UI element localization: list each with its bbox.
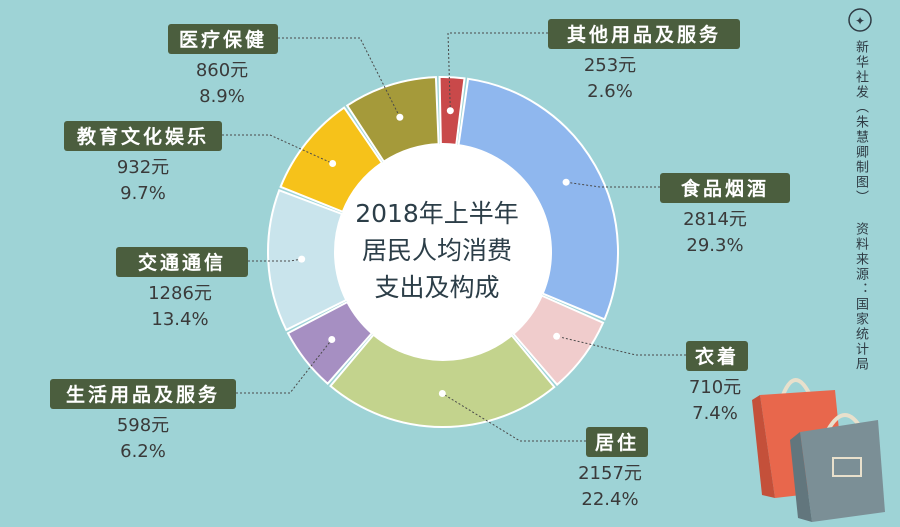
slice-marker-dot [396, 113, 404, 121]
xinhua-logo-icon: ✦ [848, 8, 872, 32]
donut-slice [457, 77, 619, 321]
slice-name: 教育文化娱乐 [77, 125, 209, 148]
slice-name: 衣着 [695, 345, 739, 368]
slice-amount: 860元 [196, 60, 248, 81]
slice-label-box [686, 341, 748, 371]
slice-label-box [64, 121, 222, 151]
donut-chart [267, 76, 619, 428]
slice-name: 居住 [595, 431, 639, 454]
slice-percent: 9.7% [120, 183, 166, 204]
leader-line [447, 32, 548, 111]
slice-amount: 2814元 [683, 209, 747, 230]
slice-amount: 598元 [117, 415, 169, 436]
title-line-2: 居民人均消费 [362, 236, 512, 265]
slice-name: 其他用品及服务 [567, 23, 721, 46]
donut-slice [345, 76, 440, 164]
slice-amount: 1286元 [148, 283, 212, 304]
slice-labels: 其他用品及服务 253元 2.6% 食品烟酒 2814元 29.3% 衣着 710元 7.4% 居… [50, 19, 790, 510]
slice-label-box [116, 247, 248, 277]
slice-label-box [50, 379, 236, 409]
leader-line [248, 258, 302, 262]
leader-line [556, 335, 686, 356]
slice-percent: 7.4% [692, 403, 738, 424]
slice-marker-dot [562, 178, 570, 186]
slice-amount: 710元 [689, 377, 741, 398]
svg-text:✦: ✦ [855, 14, 865, 28]
leader-line [442, 393, 586, 442]
leader-line [278, 37, 401, 118]
slice-name: 生活用品及服务 [66, 383, 220, 406]
title-line-3: 支出及构成 [374, 273, 499, 302]
slice-percent: 8.9% [199, 86, 245, 107]
slice-percent: 22.4% [581, 489, 638, 510]
slice-name: 交通通信 [138, 251, 226, 274]
slice-amount: 932元 [117, 157, 169, 178]
donut-center [335, 144, 551, 360]
slice-label-box [548, 19, 740, 49]
leader-line [566, 181, 660, 188]
chart-title: 2018年上半年 居民人均消费 支出及构成 [355, 199, 519, 302]
slice-marker-dot [328, 336, 336, 344]
donut-slice [329, 333, 556, 428]
slice-marker-dot [553, 332, 561, 340]
agency-credit: 新华社发（朱慧卿制图） [853, 40, 868, 205]
slice-amount: 253元 [584, 55, 636, 76]
donut-slice [267, 188, 348, 332]
slice-percent: 6.2% [120, 441, 166, 462]
slice-marker-dot [329, 159, 337, 167]
slice-label-box [586, 427, 648, 457]
slice-name: 医疗保健 [179, 28, 267, 51]
slice-marker-dot [438, 389, 446, 397]
slice-percent: 13.4% [151, 309, 208, 330]
slice-label-box [660, 173, 790, 203]
source-credit: 资料来源：国家统计局 [853, 222, 868, 372]
slice-amount: 2157元 [578, 463, 642, 484]
slice-marker-dot [298, 255, 306, 263]
donut-slice [279, 106, 384, 214]
shopping-bags-icon [752, 378, 885, 522]
slice-marker-dot [446, 107, 454, 115]
slice-percent: 29.3% [686, 235, 743, 256]
slice-name: 食品烟酒 [681, 177, 769, 200]
leader-lines [222, 32, 686, 442]
slice-percent: 2.6% [587, 81, 633, 102]
donut-slice [286, 300, 374, 386]
slice-label-box [168, 24, 278, 54]
leader-line [222, 134, 333, 164]
leader-line [236, 339, 333, 394]
donut-slice [512, 294, 605, 387]
title-line-1: 2018年上半年 [355, 199, 519, 228]
